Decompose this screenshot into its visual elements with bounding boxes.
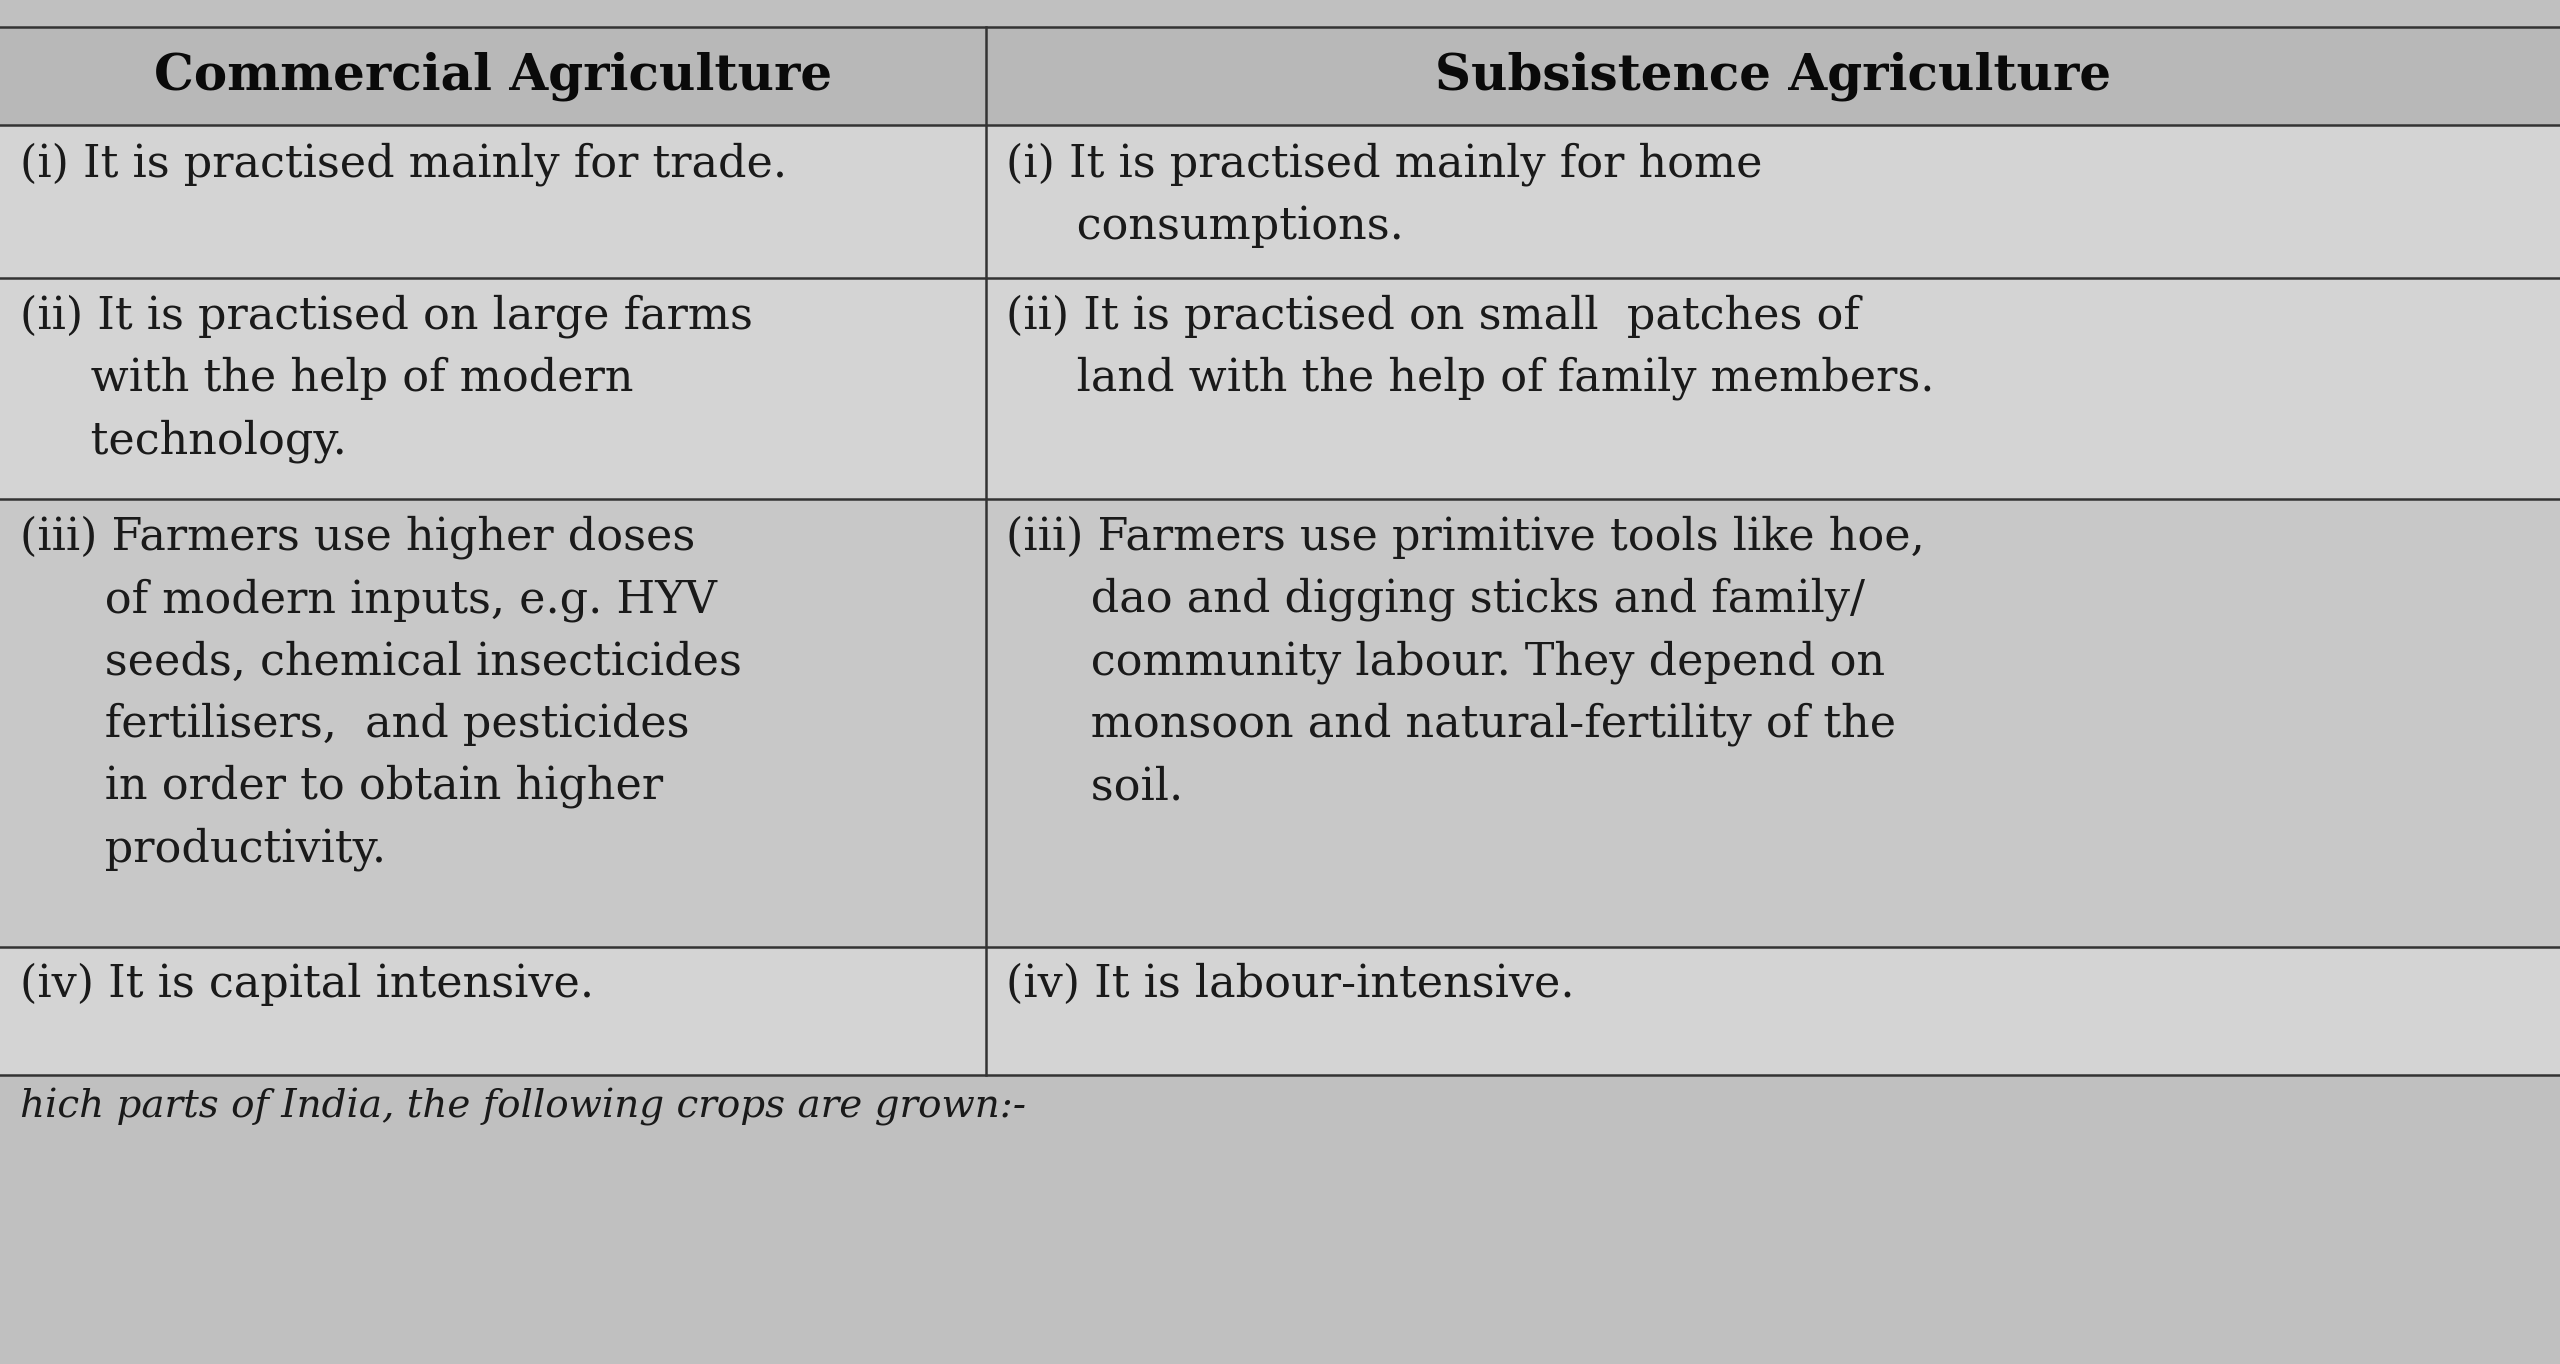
Bar — [986, 499, 2560, 947]
Text: Commercial Agriculture: Commercial Agriculture — [154, 52, 832, 101]
Bar — [986, 947, 2560, 1075]
Bar — [0, 27, 986, 125]
Bar — [986, 27, 2560, 125]
Bar — [0, 947, 986, 1075]
Text: (iii) Farmers use higher doses
      of modern inputs, e.g. HYV
      seeds, che: (iii) Farmers use higher doses of modern… — [20, 516, 742, 870]
Text: hich parts of India, the following crops are grown:-: hich parts of India, the following crops… — [20, 1088, 1027, 1127]
Text: (ii) It is practised on large farms
     with the help of modern
     technology: (ii) It is practised on large farms with… — [20, 295, 753, 462]
Bar — [0, 1075, 2560, 1187]
Bar — [0, 125, 986, 278]
Text: (iv) It is capital intensive.: (iv) It is capital intensive. — [20, 963, 594, 1007]
Text: (iv) It is labour-intensive.: (iv) It is labour-intensive. — [1006, 963, 1574, 1007]
Text: (i) It is practised mainly for home
     consumptions.: (i) It is practised mainly for home cons… — [1006, 142, 1764, 247]
Bar — [986, 125, 2560, 278]
Text: (iii) Farmers use primitive tools like hoe,
      dao and digging sticks and fam: (iii) Farmers use primitive tools like h… — [1006, 516, 1925, 807]
Bar — [0, 499, 986, 947]
Text: Subsistence Agriculture: Subsistence Agriculture — [1434, 52, 2112, 101]
Bar — [986, 278, 2560, 499]
Text: (i) It is practised mainly for trade.: (i) It is practised mainly for trade. — [20, 142, 788, 186]
Bar — [0, 278, 986, 499]
Text: (ii) It is practised on small  patches of
     land with the help of family memb: (ii) It is practised on small patches of… — [1006, 295, 1935, 400]
